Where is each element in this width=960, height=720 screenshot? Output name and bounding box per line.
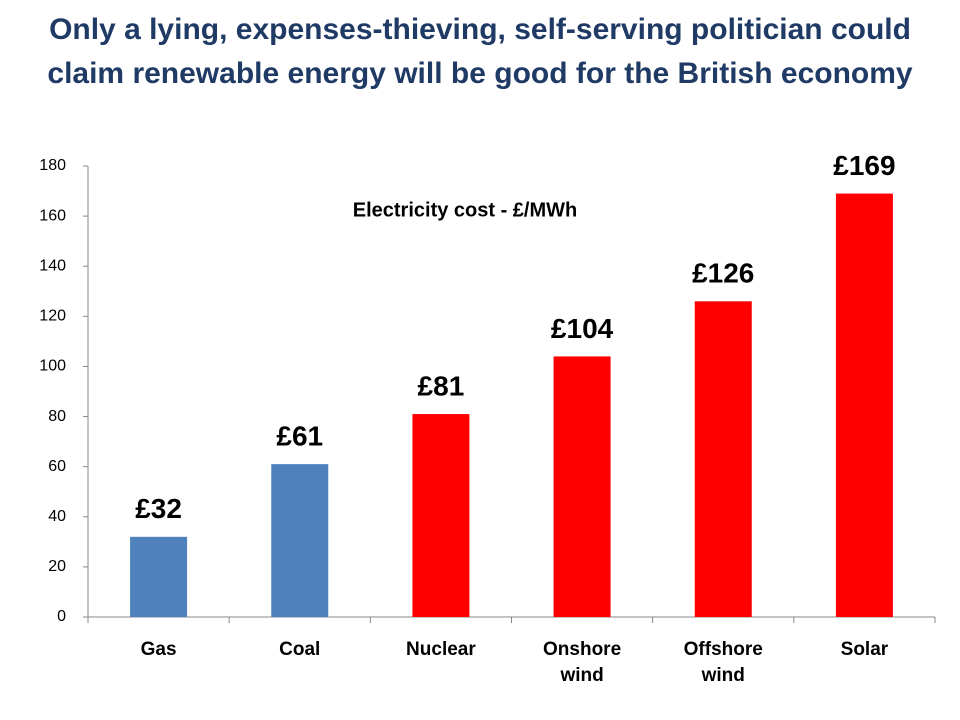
y-tick-label: 20 [48, 558, 66, 575]
bar [271, 464, 329, 617]
x-tick-label: Solar [840, 639, 889, 660]
y-tick-label: 80 [48, 408, 66, 425]
bar [553, 356, 611, 617]
bar [412, 414, 470, 617]
bar [694, 301, 752, 617]
data-label: £61 [276, 421, 323, 452]
y-tick-label: 60 [48, 458, 66, 475]
data-label: £169 [833, 150, 895, 181]
y-tick-label: 180 [39, 157, 66, 174]
annotation: Electricity cost - £/MWh [353, 199, 578, 221]
chart-title: Only a lying, expenses-thieving, self-se… [47, 13, 913, 90]
y-tick-label: 120 [39, 308, 66, 325]
y-tick-label: 40 [48, 508, 66, 525]
data-label: £104 [551, 313, 614, 344]
x-tick-label: Gas [140, 639, 177, 660]
data-label: £32 [135, 493, 182, 524]
bar [835, 193, 893, 618]
y-tick-label: 160 [39, 207, 66, 224]
bar [130, 536, 188, 617]
x-tick-label: Nuclear [406, 639, 476, 660]
y-tick-label: 140 [39, 257, 66, 274]
x-tick-label: Offshore wind [683, 639, 763, 686]
y-tick-label: 100 [39, 358, 66, 375]
data-label: £81 [418, 370, 465, 401]
data-label: £126 [692, 258, 754, 289]
x-tick-label: Onshore wind [543, 639, 622, 686]
x-tick-label: Coal [279, 639, 321, 660]
y-tick-label: 0 [57, 608, 66, 625]
